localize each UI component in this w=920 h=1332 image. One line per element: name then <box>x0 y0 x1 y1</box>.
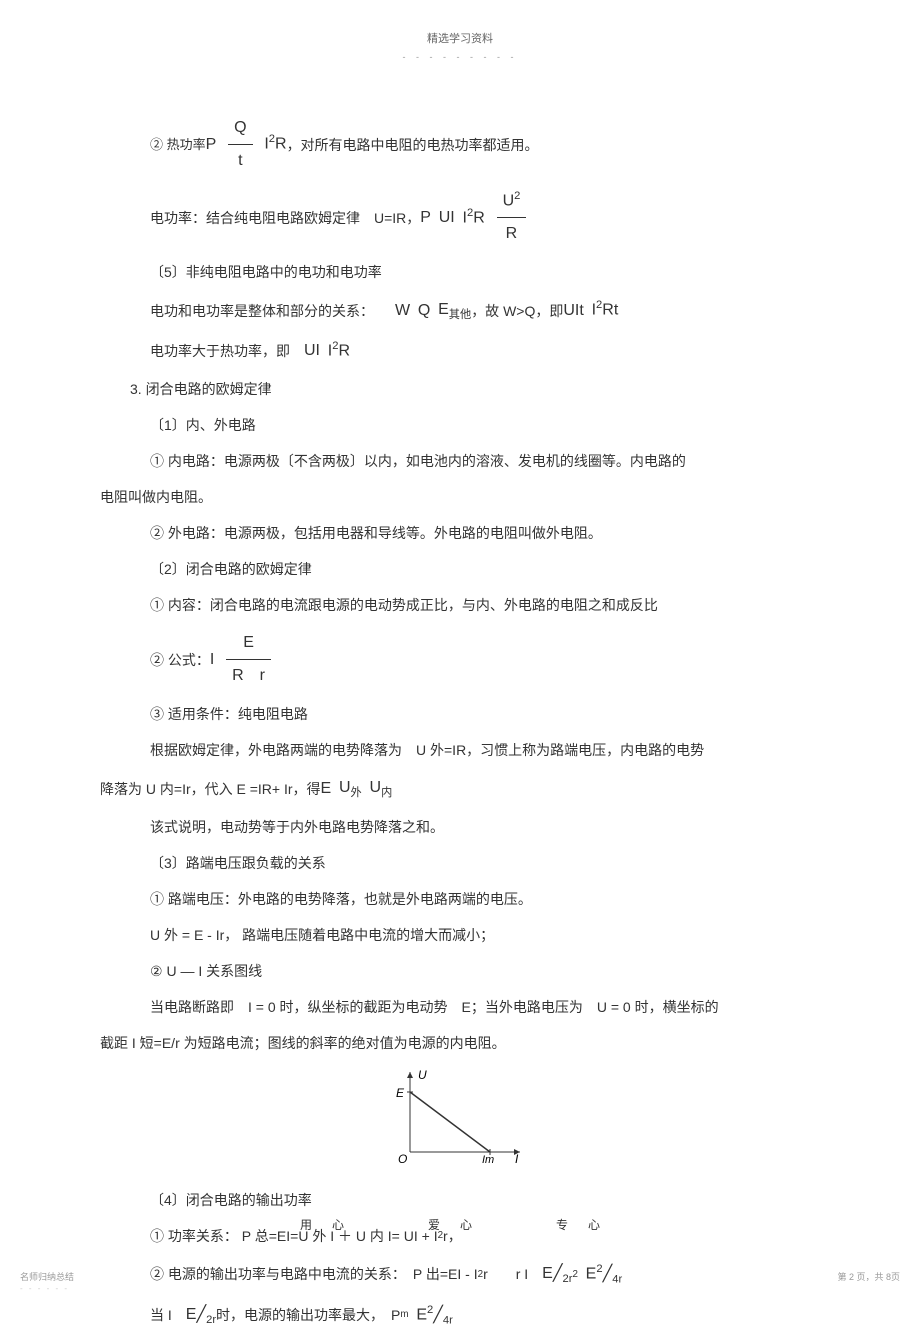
sub-2: 〔2〕闭合电路的欧姆定律 <box>100 555 820 583</box>
UI: UI <box>439 202 455 234</box>
formula-I: ② 公式： I E R r <box>100 627 820 692</box>
text: ② 电源的输出功率与电路中电流的关系： P 出=EI - I <box>150 1260 478 1288</box>
p10: U 外 = E - Ir， 路端电压随着电路中电流的增大而减小； <box>100 921 820 949</box>
label-Im: Im <box>482 1154 494 1166</box>
symbol-P: P <box>206 129 217 161</box>
symbol-P: P <box>420 202 431 234</box>
line-electric-power: 电功率：结合纯电阻电路欧姆定律 U=IR， P UI I2R U2 R <box>100 185 820 250</box>
text: 电功和电功率是整体和部分的关系： <box>150 297 395 325</box>
p11: ② U — I 关系图线 <box>100 957 820 985</box>
p6: 根据欧姆定律，外电路两端的电势降落为 U 外=IR，习惯上称为路端电压，内电路的… <box>100 736 820 764</box>
I2R: I2R <box>264 128 286 160</box>
numerator: U2 <box>497 185 527 218</box>
text: ② 热功率 <box>150 132 206 158</box>
sub-4: 〔4〕闭合电路的输出功率 <box>100 1186 820 1214</box>
E-2r: E╱2r <box>542 1258 572 1291</box>
label-E: E <box>396 1086 405 1100</box>
I2R: I2R <box>463 202 485 234</box>
p16: 当 I E╱2r 时，电源的输出功率最大， Pm E2╱4r <box>100 1299 820 1332</box>
text: ，故 W>Q，即 <box>471 297 563 325</box>
text: ，对所有电路中电阻的电热功率都适用。 <box>287 131 539 159</box>
text: 降落为 U 内=Ir，代入 E =IR+ Ir，得 <box>100 775 321 803</box>
denominator: t <box>228 145 252 177</box>
ui-graph-container: U E O Im I <box>100 1067 820 1176</box>
E-other: E其他 <box>438 294 471 327</box>
fraction-E-Rr: E R r <box>226 627 271 692</box>
graph-svg: U E O Im I <box>390 1067 530 1167</box>
p5: ③ 适用条件：纯电阻电路 <box>100 700 820 728</box>
text: r r I <box>483 1260 542 1288</box>
section-5: 〔5〕非纯电阻电路中的电功和电功率 <box>100 258 820 286</box>
line-relation: 电功和电功率是整体和部分的关系： W Q E其他 ，故 W>Q，即 UIt I2… <box>100 294 820 327</box>
numerator: E <box>226 627 271 660</box>
p2: ② 外电路：电源两极，包括用电器和导线等。外电路的电阻叫做外电阻。 <box>100 519 820 547</box>
numerator: Q <box>228 112 252 145</box>
E: E <box>321 773 332 805</box>
line-heat-power: ② 热功率 P Q t I2R ，对所有电路中电阻的电热功率都适用。 <box>100 112 820 177</box>
I2R: I2R <box>328 335 350 367</box>
UI: UI <box>304 335 320 367</box>
Q: Q <box>418 295 430 327</box>
E2-4r: E2╱4r <box>416 1299 453 1332</box>
sub-m: m <box>400 1305 408 1325</box>
heading-3: 3. 闭合电路的欧姆定律 <box>100 375 820 403</box>
text: ② 公式： <box>150 646 210 674</box>
fraction-U2-R: U2 R <box>497 185 527 250</box>
E-2r: E╱2r <box>186 1299 216 1332</box>
page-header: 精选学习资料 <box>100 30 820 46</box>
text: 当 I <box>150 1301 186 1329</box>
denominator: R <box>497 218 527 250</box>
p13: 截距 I 短=E/r 为短路电流；图线的斜率的绝对值为电源的内电阻。 <box>100 1029 820 1057</box>
label-U: U <box>418 1068 427 1082</box>
I2Rt: I2Rt <box>592 294 619 326</box>
footer-center: 用心 爱心 专心 <box>0 1216 920 1233</box>
footer-left: 名师归纳总结 <box>20 1270 74 1283</box>
p1: ① 内电路：电源两极〔不含两极〕以内，如电池内的溶液、发电机的线圈等。内电路的 <box>100 447 820 475</box>
main-content: ② 热功率 P Q t I2R ，对所有电路中电阻的电热功率都适用。 电功率：结… <box>100 112 820 1332</box>
footer-right: 第 2 页，共 8页 <box>837 1270 900 1283</box>
UIt: UIt <box>563 295 583 327</box>
denominator: R r <box>226 660 271 692</box>
W: W <box>395 295 410 327</box>
text: 电功率：结合纯电阻电路欧姆定律 U=IR， <box>150 204 420 232</box>
fraction-Q-t: Q t <box>228 112 252 177</box>
page-header-dots: - - - - - - - - - <box>100 52 820 62</box>
label-I: I <box>515 1152 519 1166</box>
p7: 降落为 U 内=Ir，代入 E =IR+ Ir，得 E U外 U内 <box>100 772 820 805</box>
text: 时，电源的输出功率最大， P <box>216 1301 400 1329</box>
p12: 当电路断路即 I = 0 时，纵坐标的截距为电动势 E；当外电路电压为 U = … <box>100 993 820 1021</box>
line-power-gt: 电功率大于热功率，即 UI I2R <box>100 335 820 367</box>
p9: ① 路端电压：外电路的电势降落，也就是外电路两端的电压。 <box>100 885 820 913</box>
sub-3: 〔3〕路端电压跟负载的关系 <box>100 849 820 877</box>
U-wai: U外 <box>339 772 362 805</box>
sub-1: 〔1〕内、外电路 <box>100 411 820 439</box>
ui-graph: U E O Im I <box>390 1067 530 1167</box>
U-nei: U内 <box>370 772 393 805</box>
label-O: O <box>398 1152 407 1166</box>
footer-left-dots: - - - - - - <box>20 1284 69 1293</box>
p3: ① 内容：闭合电路的电流跟电源的电动势成正比，与内、外电路的电阻之和成反比 <box>100 591 820 619</box>
p1b: 电阻叫做内电阻。 <box>100 483 820 511</box>
text: 电功率大于热功率，即 <box>150 337 304 365</box>
p15: ② 电源的输出功率与电路中电流的关系： P 出=EI - I2 r r I E╱… <box>100 1258 820 1291</box>
E2-4r: E2╱4r <box>586 1258 623 1291</box>
p8: 该式说明，电动势等于内外电路电势降落之和。 <box>100 813 820 841</box>
